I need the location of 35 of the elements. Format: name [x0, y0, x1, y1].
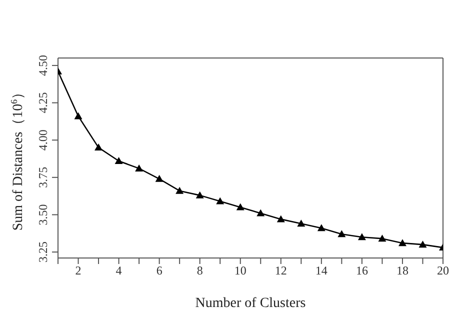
point: [338, 230, 346, 238]
point: [135, 164, 144, 172]
point: [317, 224, 326, 232]
point: [418, 240, 427, 248]
x-tick-label: 10: [234, 264, 246, 278]
point: [236, 203, 244, 210]
y-tick-label: 4.25: [36, 92, 50, 114]
point: [74, 112, 82, 120]
y-tick-label: 4.50: [36, 54, 50, 76]
point: [256, 209, 265, 216]
y-tick-label: 3.75: [36, 166, 50, 188]
x-tick-label: 8: [196, 264, 203, 278]
x-tick-label: 4: [116, 264, 122, 278]
x-tick-label: 12: [274, 264, 287, 278]
x-tick-label: 20: [437, 264, 449, 278]
x-axis-title: Number of Clusters: [195, 296, 306, 311]
x-tick-label: 6: [156, 264, 162, 278]
y-tick-label: 3.50: [36, 204, 50, 226]
y-tick-label: 3.25: [36, 242, 50, 263]
point: [176, 186, 184, 194]
point: [276, 215, 285, 222]
x-tick-label: 2: [75, 264, 82, 278]
point: [196, 191, 204, 198]
point: [378, 234, 386, 242]
y-tick-label: 4.00: [36, 130, 50, 151]
x-tick-label: 18: [396, 264, 408, 278]
x-tick-label: 14: [315, 264, 328, 278]
point: [155, 174, 164, 182]
point: [297, 220, 306, 227]
point: [398, 239, 406, 246]
point: [94, 144, 103, 151]
point: [114, 156, 123, 164]
point: [216, 197, 224, 204]
x-tick-label: 16: [356, 264, 368, 278]
point: [358, 233, 366, 240]
